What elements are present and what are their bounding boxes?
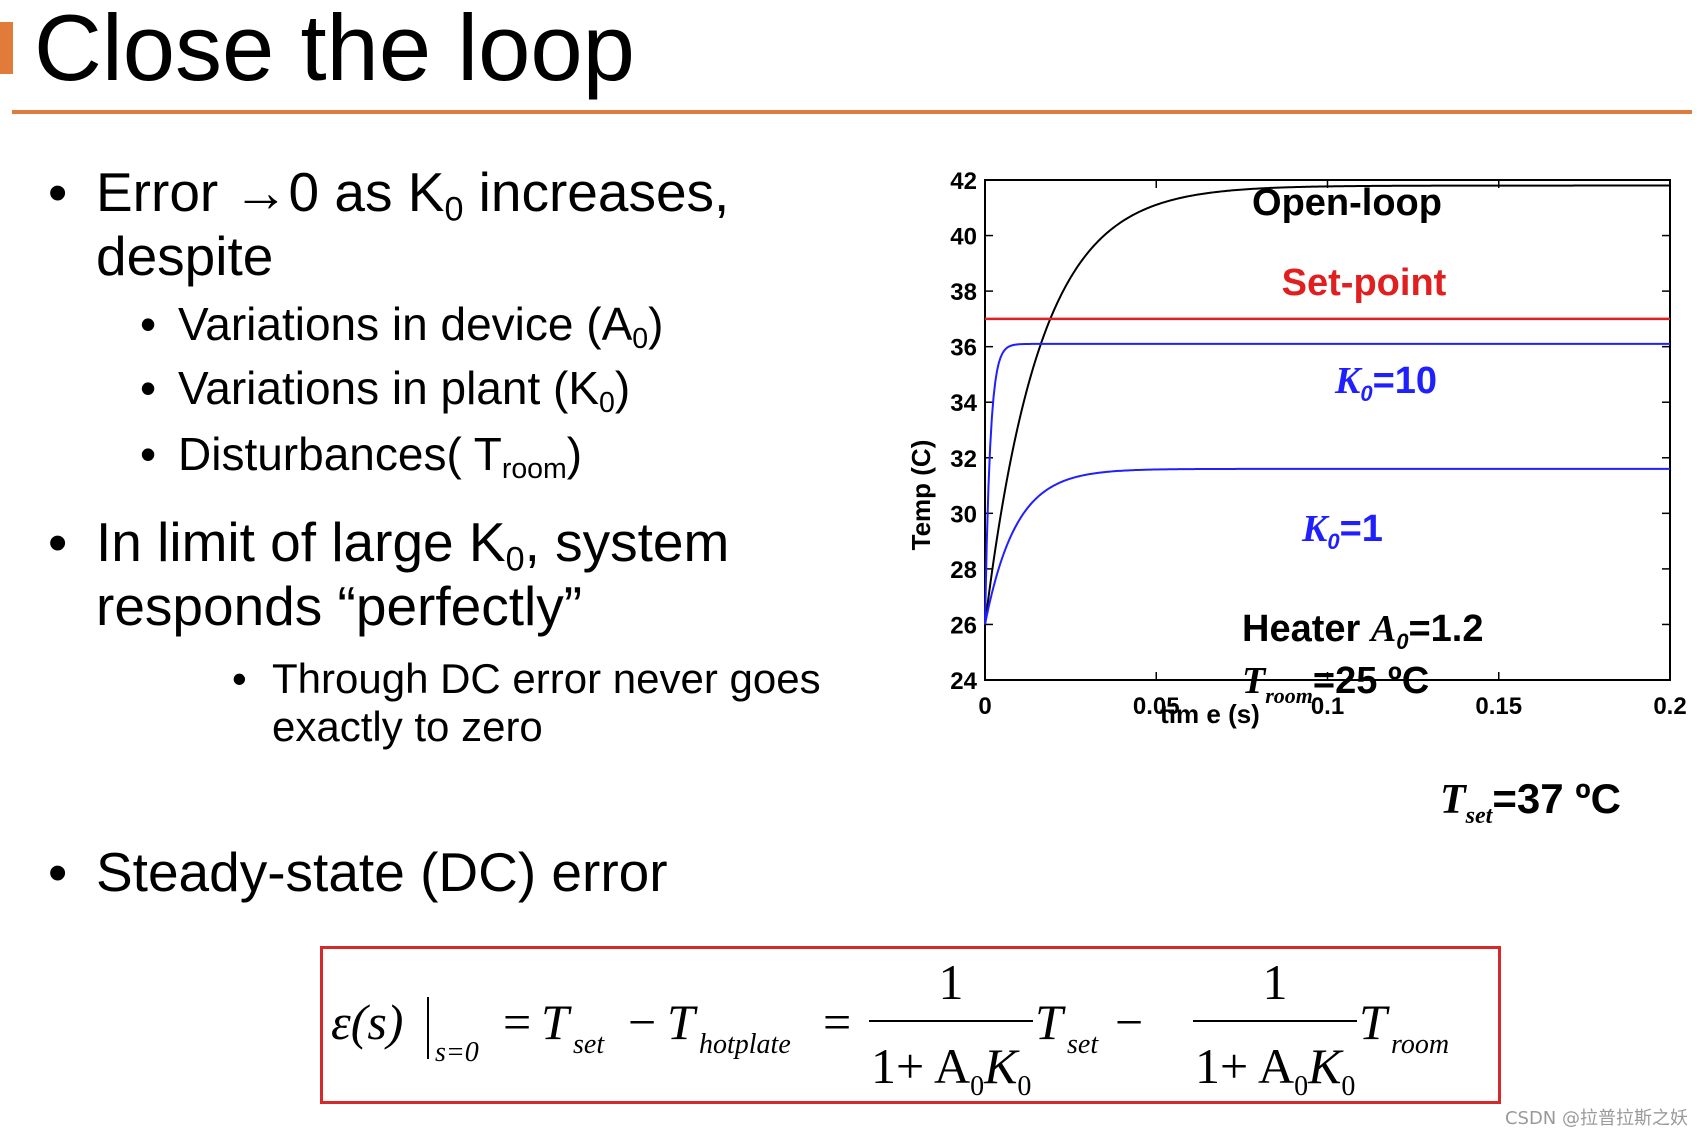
- series-3-line: [984, 467, 1670, 625]
- slide-title: Close the loop: [34, 0, 635, 100]
- y-axis-label: Temp (C): [906, 440, 936, 551]
- y-tick-label: 26: [950, 612, 977, 639]
- bullet-error-line1: Error →0 as K0 increases,: [96, 161, 730, 229]
- subbullet-dc-error: • Through DC error never goes: [232, 655, 821, 702]
- watermark: CSDN @拉普拉斯之妖: [1504, 1108, 1688, 1129]
- formula-denominator-1: 1+ A0K0: [871, 1038, 1031, 1101]
- tset-label: Tset=37 ºC: [1440, 775, 1621, 825]
- y-tick-label: 24: [950, 668, 977, 695]
- y-tick-label: 40: [950, 224, 977, 251]
- series-2-line: [984, 342, 1670, 625]
- dc-error-formula: ε(s) s=0 = T set − T hotplate = 1 1+ A0K…: [331, 954, 1449, 1102]
- x-tick-label: 0.1: [1311, 693, 1344, 720]
- formula-tset-1-sub: set: [573, 1029, 605, 1060]
- formula-numerator-2: 1: [1263, 954, 1288, 1010]
- troom-label: Troom=25 ºC: [1242, 660, 1429, 708]
- series-0-line: [984, 184, 1670, 625]
- x-tick-label: 0.2: [1653, 693, 1686, 720]
- right-arrow-icon: →: [233, 161, 289, 223]
- bullet-dot: •: [48, 161, 68, 223]
- subbullet-device: • Variations in device (A0): [140, 298, 664, 355]
- bullet-large-k: • In limit of large K0, system: [48, 511, 730, 579]
- formula-eq-2: =: [823, 994, 851, 1050]
- y-tick-label: 32: [950, 446, 977, 473]
- plot-frame: [984, 179, 1671, 681]
- y-tick-label: 36: [950, 335, 977, 362]
- open-loop-label: Open-loop: [1252, 182, 1442, 224]
- temperature-chart: 24 26 28 30 32 34 36 38 40 42 0 0.05 0.1 0.15 0.2 tim …: [906, 168, 1687, 825]
- title-rule: [12, 110, 1692, 114]
- title-accent-bar: [0, 22, 13, 74]
- formula-eq-1: =: [503, 994, 531, 1050]
- formula-tset-2: T: [1035, 994, 1066, 1050]
- k0-10-label: K0=10: [1334, 360, 1437, 406]
- x-axis-label: tim e (s): [1160, 699, 1260, 729]
- subbullet-disturbances: • Disturbances( Troom): [140, 428, 583, 485]
- bullet-error-line2: despite: [96, 225, 274, 287]
- dc-error-formula-box: ε(s) s=0 = T set − T hotplate = 1 1+ A0K…: [320, 946, 1501, 1104]
- formula-minus-2: −: [1115, 994, 1143, 1050]
- chart-axes: [984, 179, 1671, 681]
- formula-epsilon: ε(s): [331, 994, 403, 1050]
- formula-eval-sub: s=0: [435, 1037, 479, 1068]
- formula-thotplate-sub: hotplate: [699, 1029, 791, 1060]
- set-point-label: Set-point: [1282, 262, 1447, 304]
- subbullet-plant: • Variations in plant (K0): [140, 362, 631, 419]
- formula-numerator-1: 1: [939, 954, 964, 1010]
- formula-tset-2-sub: set: [1067, 1029, 1099, 1060]
- x-tick-label: 0.05: [1133, 693, 1180, 720]
- formula-denominator-2: 1+ A0K0: [1195, 1038, 1355, 1101]
- y-tick-label: 30: [950, 501, 977, 528]
- bullet-large-k-line2: responds “perfectly”: [96, 575, 583, 637]
- subbullet-dc-error-line2: exactly to zero: [272, 703, 543, 750]
- y-tick-label: 42: [950, 168, 977, 195]
- chart-series: [984, 184, 1670, 625]
- formula-minus-1: −: [628, 994, 656, 1050]
- k0-1-label: K0=1: [1301, 508, 1383, 554]
- y-tick-label: 38: [950, 279, 977, 306]
- x-tick-label: 0.15: [1475, 693, 1522, 720]
- bullet-steady-state: • Steady-state (DC) error: [48, 841, 668, 903]
- formula-tset-1: T: [541, 994, 572, 1050]
- y-tick-label: 28: [950, 557, 977, 584]
- chart-tick-labels: 24 26 28 30 32 34 36 38 40 42 0 0.05 0.1 0.15 0.2: [950, 168, 1686, 720]
- formula-thotplate: T: [667, 994, 698, 1050]
- bullet-error: • Error →0 as K0 increases,: [48, 160, 729, 227]
- y-tick-label: 34: [950, 390, 977, 417]
- formula-troom: T: [1359, 994, 1390, 1050]
- x-tick-label: 0: [978, 693, 991, 720]
- formula-troom-sub: room: [1391, 1029, 1449, 1060]
- heater-label: Heater A0=1.2: [1242, 608, 1483, 654]
